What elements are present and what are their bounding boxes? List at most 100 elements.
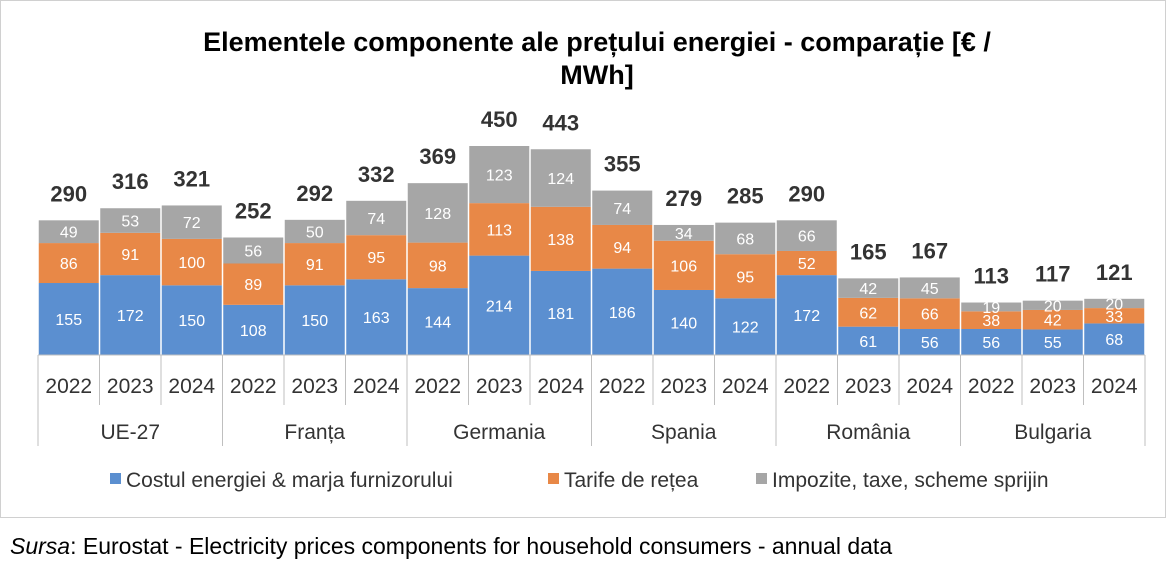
data-label-taxes: 34	[675, 226, 693, 243]
data-label-taxes: 56	[244, 244, 262, 261]
bar-energy	[899, 328, 960, 355]
data-label-energy: 172	[793, 308, 820, 325]
bar-network	[961, 311, 1022, 329]
total-label: 252	[235, 198, 272, 223]
total-label: 279	[665, 186, 702, 211]
bar-taxes	[715, 222, 776, 255]
year-tick-label: 2023	[291, 375, 338, 398]
bar-network	[1084, 308, 1145, 324]
year-tick-label: 2024	[1091, 375, 1138, 398]
bar-taxes	[776, 220, 837, 251]
data-label-taxes: 53	[121, 214, 139, 231]
data-label-taxes: 19	[982, 300, 1000, 317]
data-label-network: 98	[429, 258, 447, 275]
bar-energy	[161, 285, 222, 355]
source-text: : Eurostat - Electricity prices componen…	[70, 533, 893, 559]
country-label: UE-27	[100, 421, 160, 444]
bar-network	[592, 224, 653, 269]
data-label-energy: 122	[732, 320, 759, 337]
stacked-bar-chart: Elementele componente ale prețului energ…	[37, 27, 1146, 492]
bar-network	[838, 297, 899, 327]
data-label-taxes: 20	[1044, 298, 1062, 315]
bar-network	[38, 243, 99, 284]
year-tick-label: 2022	[414, 375, 461, 398]
total-label: 290	[788, 181, 825, 206]
data-label-network: 66	[921, 307, 939, 324]
data-label-energy: 56	[982, 335, 1000, 352]
data-label-taxes: 74	[367, 211, 385, 228]
bar-taxes	[284, 219, 345, 244]
year-tick-label: 2023	[1029, 375, 1076, 398]
data-label-energy: 155	[55, 312, 82, 329]
total-label: 285	[727, 184, 764, 209]
bar-taxes	[961, 302, 1022, 312]
data-label-energy: 55	[1044, 335, 1062, 352]
year-tick-label: 2024	[906, 375, 953, 398]
bar-energy	[961, 328, 1022, 355]
source-label: Sursa	[10, 533, 71, 559]
data-label-energy: 172	[117, 308, 144, 325]
bar-taxes	[530, 149, 591, 207]
data-label-taxes: 50	[306, 224, 324, 241]
data-label-network: 100	[178, 255, 205, 272]
total-label: 443	[542, 110, 579, 135]
bar-network	[776, 250, 837, 276]
chart-title-line: MWh]	[560, 60, 633, 90]
data-label-taxes: 20	[1105, 296, 1123, 313]
year-tick-label: 2023	[107, 375, 154, 398]
total-label: 167	[911, 238, 948, 263]
legend-swatch-energy	[110, 473, 121, 484]
year-tick-label: 2022	[599, 375, 646, 398]
bar-network	[407, 242, 468, 289]
bar-network	[346, 235, 407, 280]
data-label-network: 113	[486, 222, 512, 239]
bar-taxes	[223, 237, 284, 264]
data-label-energy: 214	[486, 298, 513, 315]
data-label-network: 106	[670, 258, 697, 275]
total-label: 290	[50, 181, 87, 206]
bar-energy	[1084, 323, 1145, 355]
data-label-energy: 56	[921, 335, 939, 352]
data-label-network: 52	[798, 256, 816, 273]
bar-energy	[715, 298, 776, 355]
legend-swatch-network	[548, 473, 559, 484]
year-tick-label: 2024	[722, 375, 769, 398]
bar-taxes	[592, 190, 653, 225]
chart-title-line: Elementele componente ale prețului energ…	[203, 27, 991, 57]
total-label: 321	[173, 166, 210, 191]
legend-swatch-taxes	[756, 473, 767, 484]
total-label: 117	[1035, 262, 1071, 287]
bar-network	[653, 240, 714, 290]
data-label-network: 138	[547, 232, 574, 249]
bar-taxes	[838, 278, 899, 298]
year-tick-label: 2022	[230, 375, 277, 398]
data-label-energy: 186	[609, 305, 636, 322]
total-label: 450	[481, 107, 518, 132]
data-label-network: 33	[1105, 309, 1123, 326]
year-tick-label: 2024	[168, 375, 215, 398]
bar-taxes	[38, 220, 99, 244]
legend-label-energy: Costul energiei & marja furnizorului	[126, 469, 453, 492]
data-label-network: 86	[60, 256, 78, 273]
data-label-taxes: 68	[736, 231, 754, 248]
data-label-taxes: 72	[183, 215, 201, 232]
bar-energy	[530, 270, 591, 355]
total-label: 113	[974, 264, 1010, 289]
data-label-taxes: 124	[547, 171, 574, 188]
data-label-energy: 150	[178, 313, 205, 330]
legend-label-taxes: Impozite, taxe, scheme sprijin	[772, 469, 1049, 492]
data-label-network: 42	[1044, 313, 1062, 330]
total-label: 355	[604, 152, 641, 177]
bar-network	[161, 238, 222, 286]
data-label-energy: 163	[363, 310, 390, 327]
country-label: Bulgaria	[1014, 421, 1091, 444]
bar-energy	[407, 288, 468, 355]
bar-energy	[838, 326, 899, 355]
year-tick-label: 2023	[845, 375, 892, 398]
bar-taxes	[1084, 298, 1145, 309]
bar-taxes	[1022, 300, 1083, 310]
bar-energy	[1022, 329, 1083, 355]
data-label-network: 95	[367, 250, 385, 267]
data-label-energy: 108	[240, 323, 267, 340]
bar-network	[1022, 309, 1083, 330]
